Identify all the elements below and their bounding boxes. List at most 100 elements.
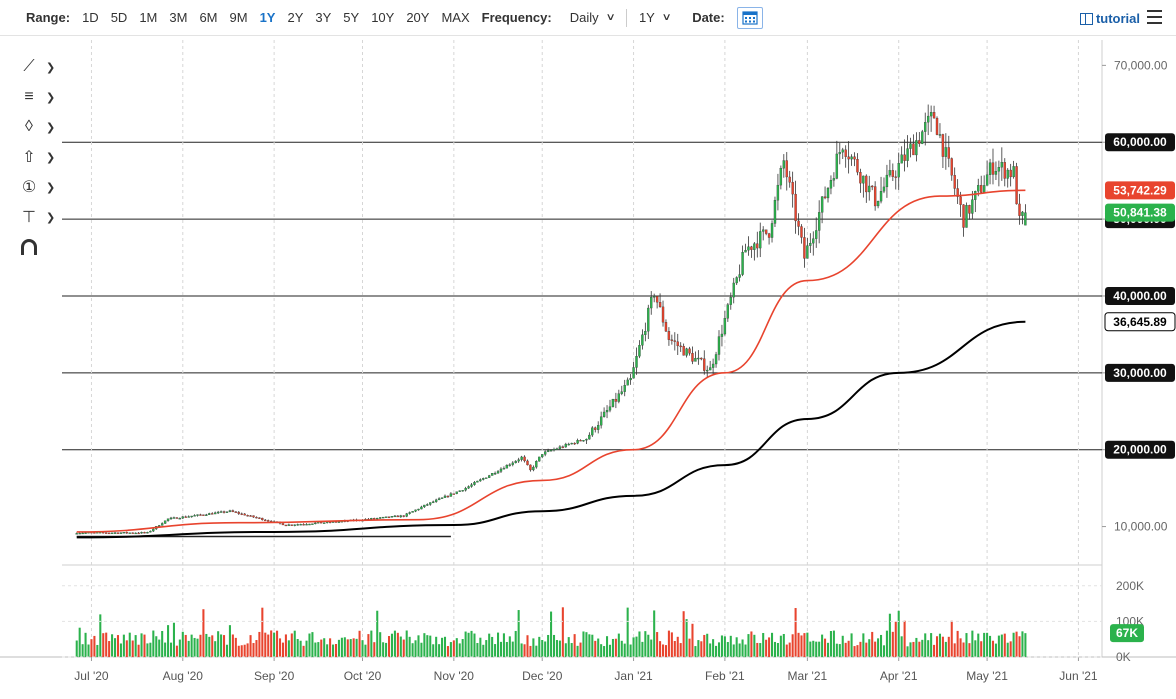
candle[interactable] (661, 306, 665, 323)
candle[interactable] (1006, 169, 1009, 179)
candle[interactable] (835, 153, 839, 179)
shape-tool[interactable]: ◊ ❯ (18, 112, 58, 142)
candle[interactable] (449, 493, 453, 497)
candle[interactable] (991, 162, 995, 175)
candle[interactable] (632, 367, 635, 379)
candle[interactable] (134, 532, 137, 535)
candle[interactable] (299, 524, 302, 526)
candle[interactable] (717, 336, 721, 355)
candle[interactable] (166, 518, 170, 521)
candle[interactable] (514, 460, 517, 464)
candle[interactable] (384, 516, 388, 518)
candle[interactable] (110, 532, 114, 534)
candle[interactable] (305, 524, 308, 526)
candle[interactable] (812, 238, 815, 244)
candle[interactable] (567, 443, 570, 446)
candle[interactable] (900, 154, 903, 164)
candle[interactable] (470, 484, 473, 487)
candle[interactable] (555, 448, 559, 450)
candle[interactable] (187, 516, 190, 518)
candle[interactable] (826, 188, 830, 199)
candle[interactable] (517, 459, 520, 462)
candle[interactable] (216, 511, 220, 514)
candle[interactable] (708, 367, 712, 371)
candle[interactable] (829, 180, 833, 189)
candle[interactable] (184, 516, 187, 518)
candle[interactable] (122, 532, 126, 534)
candle[interactable] (214, 512, 217, 515)
candle[interactable] (552, 449, 556, 451)
candle[interactable] (535, 461, 538, 468)
line-tool[interactable]: ⟋ ❯ (18, 52, 58, 82)
candle[interactable] (909, 143, 912, 149)
candle[interactable] (152, 528, 155, 532)
candle[interactable] (859, 172, 862, 184)
candle[interactable] (956, 188, 959, 197)
candle[interactable] (638, 345, 641, 357)
date-picker-button[interactable] (736, 6, 763, 29)
candle[interactable] (476, 480, 479, 483)
candle[interactable] (485, 477, 488, 479)
candle[interactable] (222, 511, 226, 513)
candle[interactable] (679, 345, 682, 348)
candle[interactable] (105, 532, 108, 534)
candle[interactable] (190, 515, 193, 518)
range-1m-button[interactable]: 1M (139, 10, 158, 25)
candle[interactable] (971, 199, 974, 214)
candle[interactable] (381, 516, 385, 519)
candle[interactable] (977, 185, 980, 192)
arrow-tool[interactable]: ⇧ ❯ (18, 142, 58, 172)
candle[interactable] (723, 318, 727, 335)
candle[interactable] (950, 158, 953, 176)
candle[interactable] (434, 499, 438, 502)
candle[interactable] (620, 391, 623, 394)
candle[interactable] (181, 516, 184, 519)
candle[interactable] (137, 532, 140, 535)
candle[interactable] (208, 513, 211, 515)
candle[interactable] (691, 353, 694, 362)
candle[interactable] (199, 514, 202, 516)
candle[interactable] (408, 512, 411, 514)
candle[interactable] (673, 340, 676, 342)
candle[interactable] (944, 147, 948, 157)
candle[interactable] (747, 246, 750, 251)
candle[interactable] (644, 331, 647, 335)
candle[interactable] (243, 513, 246, 516)
candle[interactable] (741, 252, 744, 275)
candle[interactable] (591, 427, 594, 436)
candle[interactable] (682, 345, 685, 356)
candle[interactable] (505, 464, 509, 469)
candle[interactable] (926, 115, 930, 123)
candle[interactable] (160, 523, 164, 526)
candle[interactable] (653, 296, 656, 298)
candle[interactable] (323, 522, 326, 524)
candle[interactable] (941, 134, 945, 157)
range-20y-button[interactable]: 20Y (406, 10, 430, 25)
candle[interactable] (320, 522, 323, 524)
range-6m-button[interactable]: 6M (199, 10, 218, 25)
candle[interactable] (697, 357, 700, 360)
candle[interactable] (988, 162, 992, 175)
candle[interactable] (608, 406, 612, 411)
candle[interactable] (947, 147, 950, 159)
candle[interactable] (767, 233, 771, 238)
candle[interactable] (417, 508, 420, 511)
candle[interactable] (149, 530, 152, 533)
candle[interactable] (918, 140, 921, 144)
candle[interactable] (650, 297, 653, 309)
tutorial-link[interactable]: tutorial (1079, 11, 1140, 26)
candle[interactable] (158, 525, 161, 527)
candle[interactable] (667, 331, 671, 340)
candle[interactable] (532, 466, 535, 471)
candle[interactable] (225, 511, 229, 513)
measure-tool[interactable]: ⊤ ❯ (18, 202, 58, 232)
candle[interactable] (994, 171, 998, 175)
candle[interactable] (891, 170, 895, 177)
candle[interactable] (376, 517, 379, 520)
candle[interactable] (915, 140, 918, 156)
candle[interactable] (387, 516, 391, 518)
candle[interactable] (782, 160, 785, 169)
candle[interactable] (759, 231, 762, 249)
candle[interactable] (107, 532, 111, 535)
candle[interactable] (588, 434, 591, 440)
